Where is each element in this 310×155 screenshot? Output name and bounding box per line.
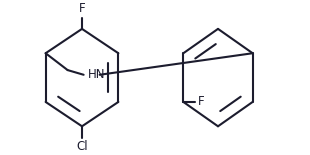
- Text: F: F: [198, 95, 205, 108]
- Text: Cl: Cl: [76, 140, 88, 153]
- Text: HN: HN: [88, 68, 105, 81]
- Text: F: F: [79, 2, 85, 15]
